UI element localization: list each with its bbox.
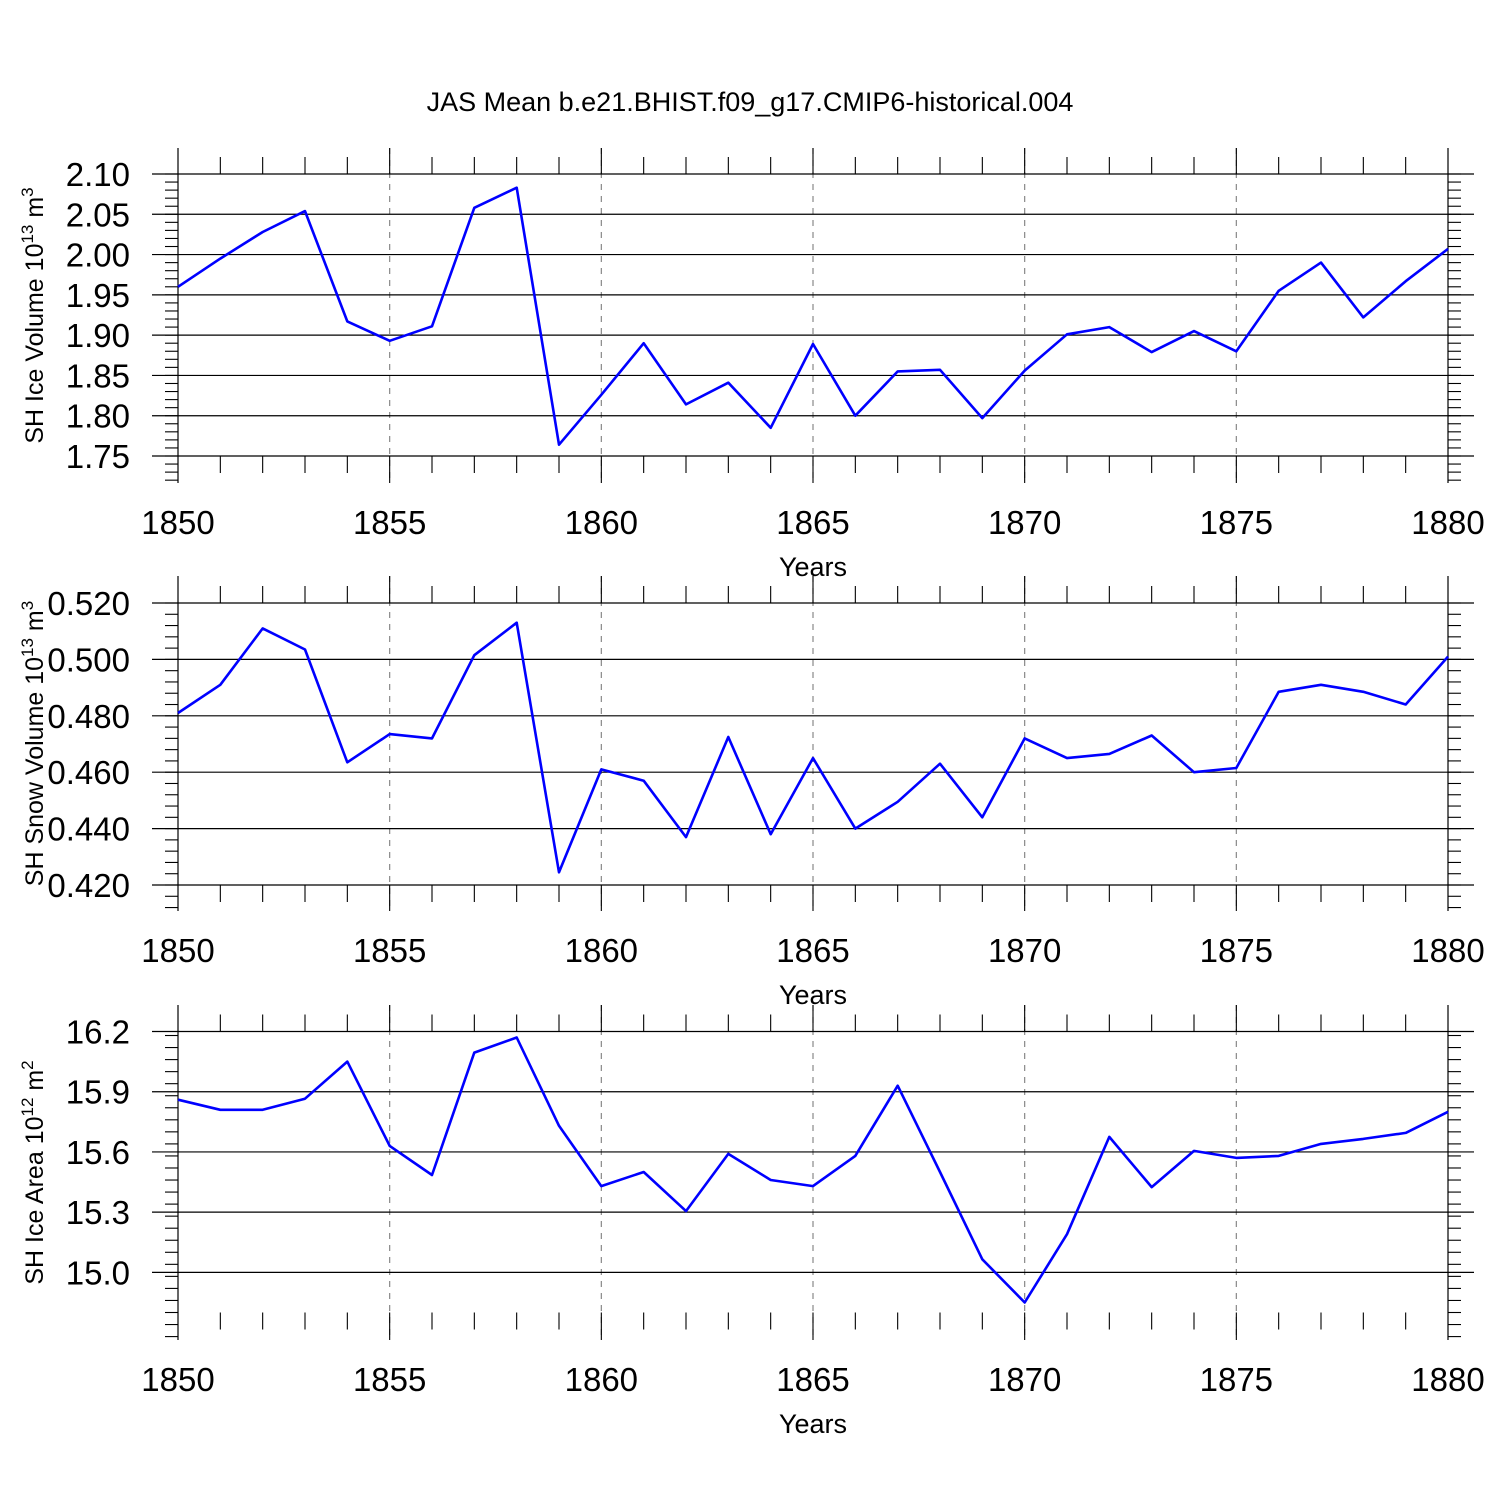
- panel-2: 0.420 0.440 0.460 0.480 0.500 0.520 1850 1855 18…: [18, 576, 1485, 1010]
- panel-1: 1.751.80 1.851.901.952.00 2.052.10 1850 1855…: [18, 148, 1485, 582]
- y-tick-label: 16.2: [66, 1014, 130, 1051]
- series-line: [177, 1036, 1449, 1304]
- y-axis-label: SH Ice Volume 1013 m3: [18, 187, 49, 443]
- y-tick-label: 0.420: [47, 867, 130, 904]
- y-axis-label: SH Snow Volume 1013 m3: [18, 601, 49, 886]
- y-tick-label: 0.440: [47, 811, 130, 848]
- x-tick-label: 1865: [776, 504, 849, 541]
- x-tick-label: 1860: [565, 1361, 638, 1398]
- y-tick-label: 0.500: [47, 641, 130, 678]
- y-tick-label: 1.90: [66, 317, 130, 354]
- y-tick-label: 1.75: [66, 438, 130, 475]
- x-tick-label: 1860: [565, 504, 638, 541]
- x-tick-label: 1870: [988, 932, 1061, 969]
- x-tick-label: 1880: [1411, 504, 1484, 541]
- y-tick-label: 15.6: [66, 1134, 130, 1171]
- x-axis-label: Years: [779, 1409, 847, 1439]
- y-tick-label: 15.3: [66, 1194, 130, 1231]
- x-tick-label: 1850: [141, 504, 214, 541]
- panel-3: 15.0 15.3 15.6 15.9 16.2 1850 1855 1860 1865 1870…: [18, 1005, 1485, 1439]
- x-tick-label: 1870: [988, 504, 1061, 541]
- y-tick-label: 1.85: [66, 357, 130, 394]
- x-tick-label: 1870: [988, 1361, 1061, 1398]
- y-axis-label: SH Ice Area 1012 m2: [18, 1060, 49, 1284]
- y-tick-label: 0.480: [47, 698, 130, 735]
- x-tick-label: 1850: [141, 932, 214, 969]
- series-line: [177, 186, 1449, 447]
- y-tick-label: 2.05: [66, 196, 130, 233]
- figure-title: JAS Mean b.e21.BHIST.f09_g17.CMIP6-histo…: [427, 87, 1074, 117]
- x-tick-label: 1880: [1411, 1361, 1484, 1398]
- y-tick-label: 15.9: [66, 1074, 130, 1111]
- x-tick-label: 1865: [776, 932, 849, 969]
- x-tick-label: 1880: [1411, 932, 1484, 969]
- y-tick-label: 2.10: [66, 156, 130, 193]
- x-tick-label: 1875: [1200, 1361, 1273, 1398]
- x-tick-label: 1855: [353, 1361, 426, 1398]
- x-tick-label: 1865: [776, 1361, 849, 1398]
- x-tick-label: 1850: [141, 1361, 214, 1398]
- y-tick-label: 1.80: [66, 398, 130, 435]
- y-tick-label: 2.00: [66, 237, 130, 274]
- series-line: [177, 621, 1449, 874]
- x-tick-label: 1855: [353, 504, 426, 541]
- x-tick-label: 1855: [353, 932, 426, 969]
- y-tick-label: 1.95: [66, 277, 130, 314]
- x-tick-label: 1860: [565, 932, 638, 969]
- x-tick-label: 1875: [1200, 932, 1273, 969]
- y-tick-label: 15.0: [66, 1254, 130, 1291]
- y-tick-label: 0.460: [47, 754, 130, 791]
- x-tick-label: 1875: [1200, 504, 1273, 541]
- y-tick-label: 0.520: [47, 585, 130, 622]
